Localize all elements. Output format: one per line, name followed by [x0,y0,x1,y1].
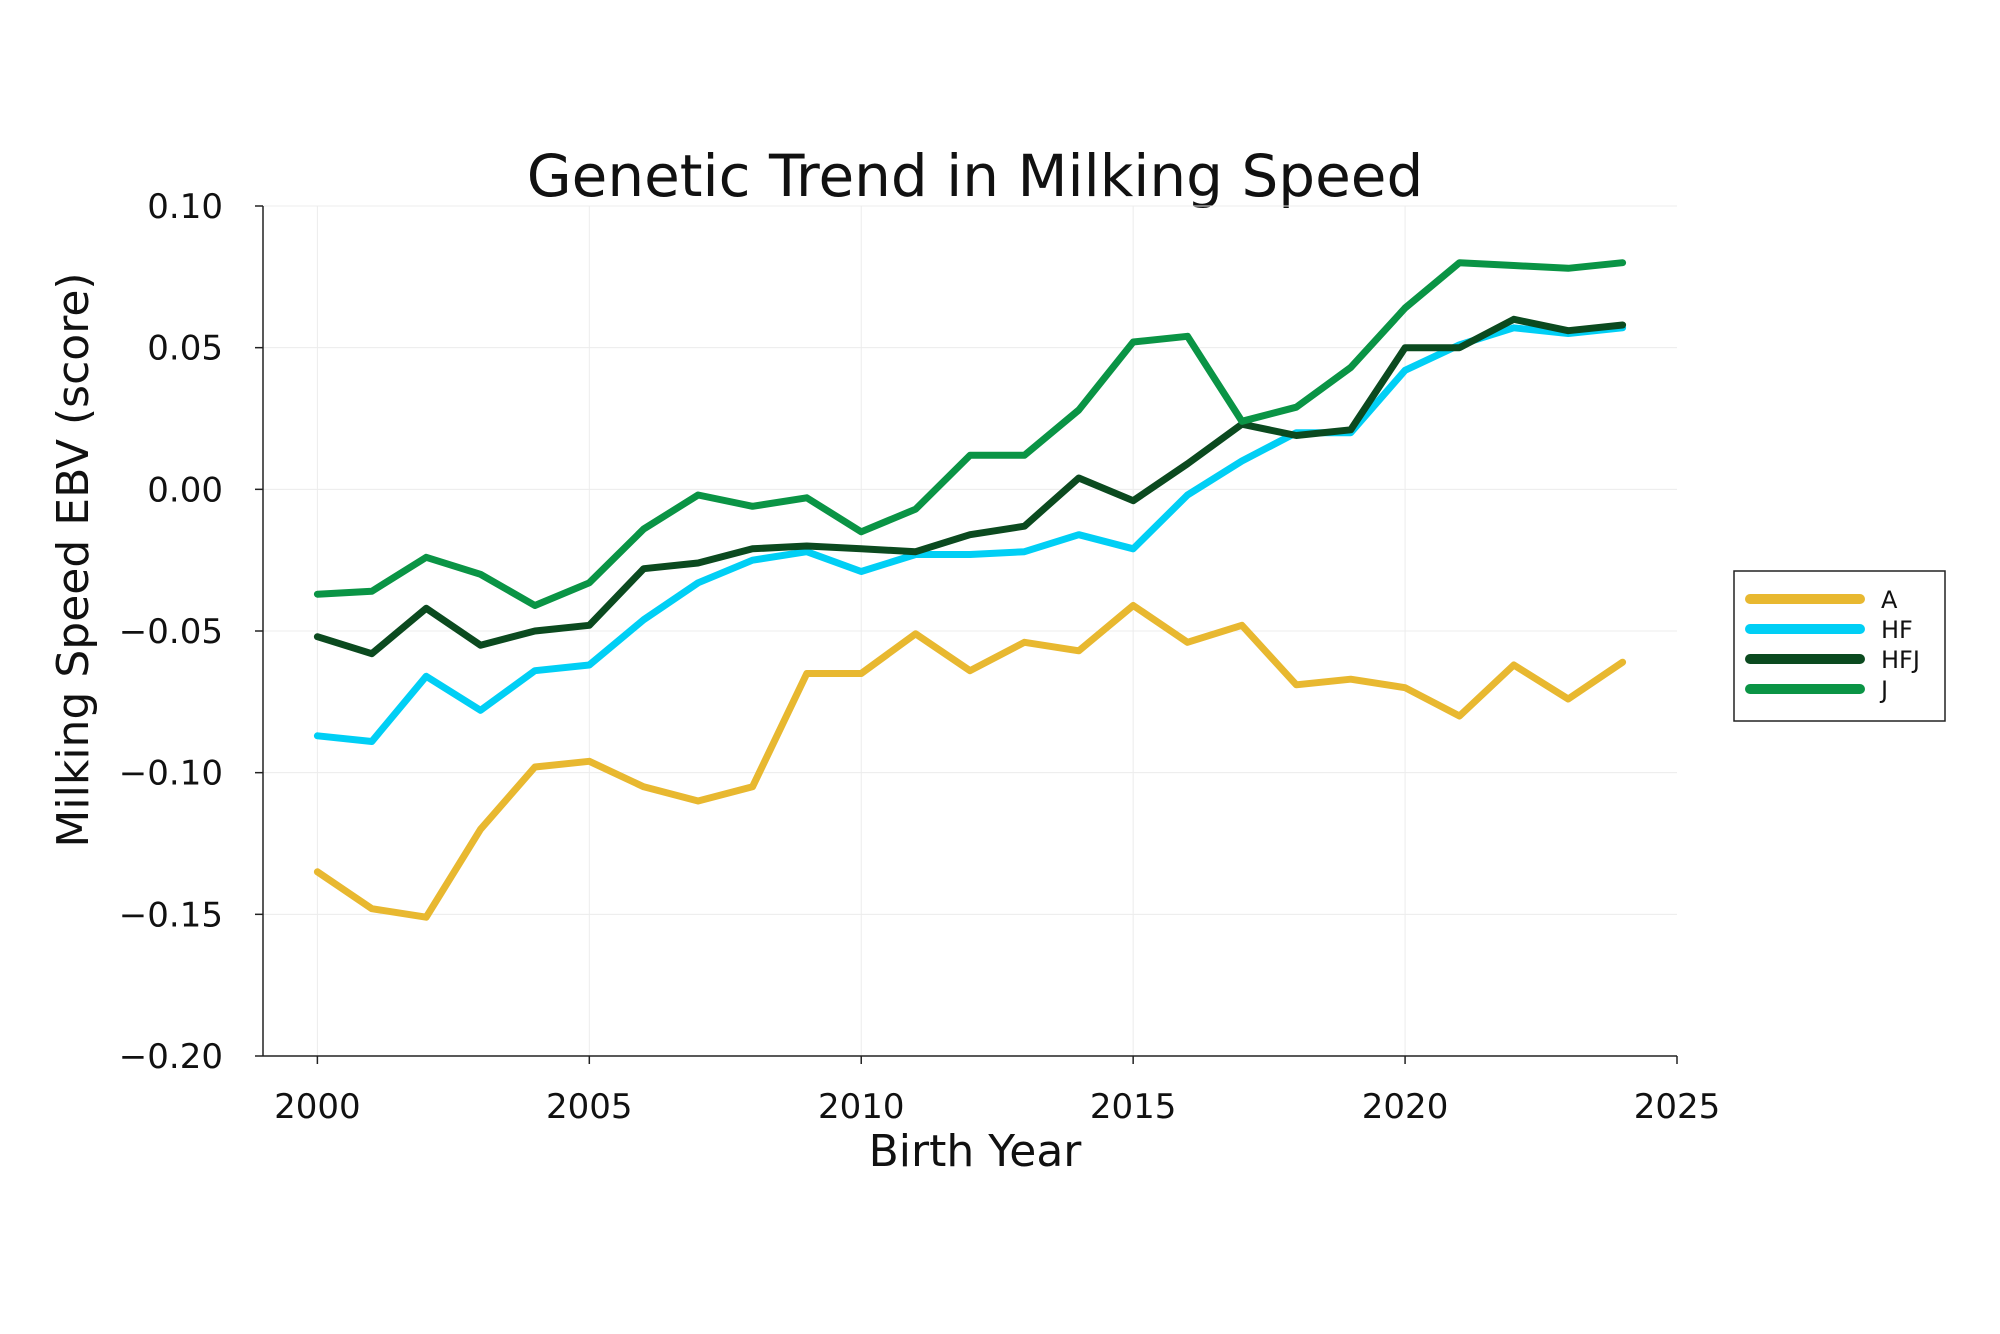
x-tick-label-3: 2015 [1090,1087,1177,1127]
y-tick-label-6: 0.10 [147,187,223,227]
y-tick-label-3: −0.05 [119,612,223,652]
x-tick-label-5: 2025 [1634,1087,1721,1127]
series-line-j [313,259,1627,609]
y-tick-label-5: 0.05 [147,329,223,369]
x-tick-label-4: 2020 [1362,1087,1449,1127]
series-line-a [313,602,1627,921]
x-tick-label-0: 2000 [274,1087,361,1127]
series-line-hf [313,324,1627,745]
chart-title: Genetic Trend in Milking Speed [527,142,1424,210]
series-layer [313,259,1627,921]
x-axis-label: Birth Year [869,1126,1083,1177]
series-line-hfj [313,315,1627,658]
legend-label-hf: HF [1881,616,1913,644]
x-tick-label-2: 2010 [818,1087,905,1127]
y-tick-label-2: −0.10 [119,754,223,794]
legend-label-j: J [1879,676,1888,704]
legend-label-hfj: HFJ [1881,646,1920,674]
x-tick-label-1: 2005 [546,1087,633,1127]
y-tick-label-1: −0.15 [119,895,223,935]
y-tick-label-4: 0.00 [147,470,223,510]
grid-layer [263,205,1677,1056]
legend-label-a: A [1881,586,1898,614]
y-tick-label-0: −0.20 [119,1037,223,1077]
axes-layer: −0.20 −0.15 −0.10 −0.05 0.00 0.05 0.10 2000 2005… [119,187,1720,1127]
y-axis-label: Milking Speed EBV (score) [48,272,99,847]
